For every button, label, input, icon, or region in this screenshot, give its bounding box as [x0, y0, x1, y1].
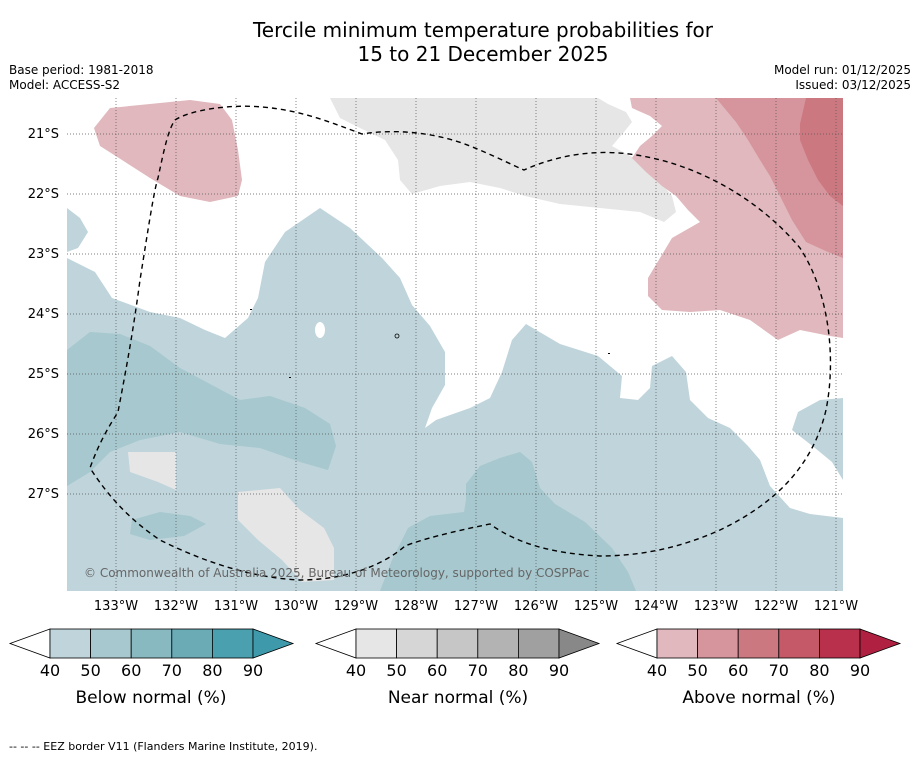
- island-marker: [394, 333, 400, 339]
- below-normal-50-west-region: [67, 332, 336, 486]
- lat-label: 24°S: [28, 307, 59, 322]
- above-normal-40-nw-region: [94, 100, 242, 202]
- colorbar-label: Below normal (%): [76, 688, 227, 708]
- longitude-labels: 133°W 132°W 131°W 130°W 129°W 128°W 127°…: [94, 599, 858, 614]
- colorbar-swatch: [697, 628, 739, 659]
- model-run: Model run: 01/12/2025: [773, 63, 911, 77]
- lon-label: 129°W: [334, 599, 378, 614]
- colorbar-swatch: [171, 628, 213, 659]
- map-area: © Commonwealth of Australia 2025, Bureau…: [67, 98, 843, 591]
- lat-label: 22°S: [28, 187, 59, 202]
- colorbar-tick-label: 90: [549, 661, 569, 680]
- colorbar-extension-low: [8, 628, 51, 659]
- colorbar-tick-label: 80: [202, 661, 222, 680]
- near-normal-40-north-region: [330, 98, 676, 222]
- lat-label: 26°S: [28, 427, 59, 442]
- colorbar-extension-low: [615, 628, 658, 659]
- colorbar-swatch: [211, 628, 254, 659]
- colorbar-swatch: [778, 628, 820, 659]
- island-gap: [315, 322, 325, 338]
- lon-label: 131°W: [214, 599, 258, 614]
- colorbar-near-normal: Near normal (%) 40 50 60 70 80 90: [314, 628, 601, 708]
- colorbar-swatch: [819, 628, 861, 659]
- lon-label: 125°W: [574, 599, 618, 614]
- eez-border: [89, 105, 832, 581]
- map-title: Tercile minimum temperature probabilitie…: [0, 18, 919, 66]
- colorbar-label: Near normal (%): [388, 688, 528, 708]
- colorbar-swatch: [518, 628, 560, 659]
- colorbar-tick-label: 60: [728, 661, 748, 680]
- colorbar-swatch: [49, 628, 91, 659]
- lon-label: 133°W: [94, 599, 138, 614]
- colorbar-tick-label: 80: [809, 661, 829, 680]
- colorbar-tick-label: 50: [386, 661, 406, 680]
- below-normal-40-nw-patch: [67, 208, 88, 252]
- colorbar-above-normal: Above normal (%) 40 50 60 70 80 90: [615, 628, 902, 708]
- lon-label: 127°W: [454, 599, 498, 614]
- colorbar-tick-label: 50: [80, 661, 100, 680]
- colorbar-swatch: [436, 628, 479, 659]
- colorbar-extension-high: [252, 628, 295, 659]
- colorbar-swatch: [737, 628, 780, 659]
- lon-label: 132°W: [154, 599, 198, 614]
- colorbar-extension-high: [859, 628, 902, 659]
- colorbar-swatch: [396, 628, 438, 659]
- above-normal-60-region: [800, 98, 843, 206]
- lat-label: 25°S: [28, 367, 59, 382]
- colorbar-tick-label: 90: [243, 661, 263, 680]
- colorbar-swatch: [656, 628, 698, 659]
- colorbar-tick-label: 70: [769, 661, 789, 680]
- lon-label: 121°W: [814, 599, 858, 614]
- base-period: Base period: 1981-2018: [9, 63, 154, 77]
- colorbar-tick-label: 70: [162, 661, 182, 680]
- colorbar-tick-label: 40: [647, 661, 667, 680]
- colorbar-tick-label: 80: [508, 661, 528, 680]
- colorbar-swatch: [130, 628, 173, 659]
- near-normal-40-patch-b: [238, 488, 334, 582]
- colorbar-tick-label: 60: [121, 661, 141, 680]
- meta-right: Model run: 01/12/2025 Issued: 03/12/2025: [774, 63, 911, 93]
- lat-label: 23°S: [28, 247, 59, 262]
- meta-left: Base period: 1981-2018 Model: ACCESS-S2: [9, 63, 154, 93]
- gridlines: [67, 98, 843, 591]
- lon-label: 130°W: [274, 599, 318, 614]
- island-dot-1: [250, 309, 252, 310]
- colorbar-extension-low: [314, 628, 357, 659]
- colorbar-tick-label: 70: [468, 661, 488, 680]
- colorbar-tick-label: 60: [427, 661, 447, 680]
- near-normal-40-patch-a: [128, 452, 176, 490]
- title-line-1: Tercile minimum temperature probabilitie…: [252, 18, 714, 42]
- below-normal-40-east-patch: [792, 398, 843, 480]
- copyright-text: © Commonwealth of Australia 2025, Bureau…: [84, 566, 589, 580]
- colorbar-tick-label: 40: [40, 661, 60, 680]
- colorbar-tick-label: 50: [687, 661, 707, 680]
- colorbar-tick-label: 90: [850, 661, 870, 680]
- lat-label: 27°S: [28, 487, 59, 502]
- title-line-2: 15 to 21 December 2025: [357, 42, 609, 66]
- below-normal-50-south-region: [380, 452, 636, 591]
- latitude-labels: 21°S 22°S 23°S 24°S 25°S 26°S 27°S: [28, 127, 59, 502]
- colorbar-extension-high: [558, 628, 601, 659]
- lon-label: 124°W: [634, 599, 678, 614]
- lon-label: 123°W: [694, 599, 738, 614]
- colorbar-swatch: [355, 628, 397, 659]
- colorbar-below-normal: Below normal (%) 40 50 60 70 80 90: [8, 628, 295, 708]
- lon-label: 122°W: [754, 599, 798, 614]
- colorbar-swatch: [477, 628, 519, 659]
- issued-date: Issued: 03/12/2025: [795, 78, 911, 92]
- colorbar-tick-label: 40: [346, 661, 366, 680]
- model-name: Model: ACCESS-S2: [9, 78, 121, 92]
- lon-label: 126°W: [514, 599, 558, 614]
- lon-label: 128°W: [394, 599, 438, 614]
- lat-label: 21°S: [28, 127, 59, 142]
- colorbar-swatch: [90, 628, 132, 659]
- map-svg: © Commonwealth of Australia 2025, Bureau…: [8, 98, 902, 708]
- island-dot-3: [608, 353, 610, 354]
- colorbar-label: Above normal (%): [682, 688, 835, 708]
- eez-footnote: -- -- -- EEZ border V11 (Flanders Marine…: [9, 740, 318, 753]
- island-dot-2: [289, 377, 291, 378]
